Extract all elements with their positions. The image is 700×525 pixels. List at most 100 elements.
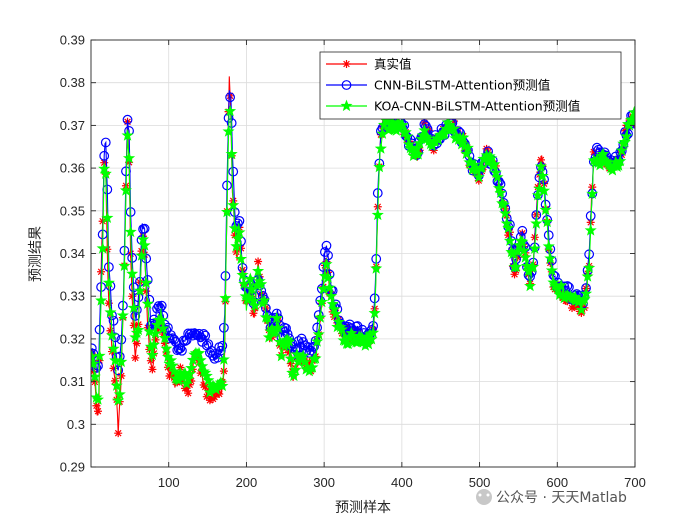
y-tick-label: 0.29 [60,460,85,475]
data-point [204,386,213,395]
data-point [158,331,171,344]
data-point [151,335,160,344]
data-point [118,259,131,272]
data-point [367,326,380,338]
data-point [537,184,551,196]
data-point [346,329,359,342]
data-point [107,342,120,354]
data-point [517,225,528,236]
data-point [544,252,557,264]
data-point [539,203,552,216]
data-point [117,371,126,380]
data-point [91,393,105,405]
data-point [91,357,100,370]
data-point [530,217,543,229]
data-point [217,353,230,365]
data-point [127,301,140,314]
legend-marker [340,99,353,112]
plot-area [91,76,635,438]
data-point [577,308,586,317]
legend-marker [342,60,351,68]
data-point [98,162,111,175]
x-tick-label: 200 [236,475,258,490]
data-point [234,252,248,265]
data-point [99,150,110,161]
data-point [224,104,237,117]
y-tick-label: 0.32 [60,331,85,346]
data-point [135,249,148,261]
data-point [447,122,461,135]
data-point [200,330,211,341]
data-point [374,142,387,154]
data-point [157,322,170,334]
data-point [534,160,548,172]
x-tick-label: 500 [469,475,491,490]
data-point [275,349,288,362]
data-point [104,299,113,308]
data-point [305,358,314,367]
data-point [126,267,139,279]
data-point [185,380,194,389]
data-point [628,106,635,118]
watermark: 公众号 · 天天Matlab [476,489,627,506]
data-point [326,297,339,310]
data-point [502,221,515,234]
data-point [169,334,180,345]
y-tick-label: 0.39 [60,33,85,48]
series-markers [91,104,635,406]
data-point [579,287,593,299]
data-point [306,361,319,373]
data-point [500,217,513,229]
data-point [133,284,147,296]
data-point [196,369,205,378]
data-point [92,401,101,410]
data-point [109,354,122,366]
data-point [368,306,381,319]
data-point [143,325,156,337]
data-point [373,160,386,173]
data-point [114,429,123,438]
x-tick-label: 600 [546,475,568,490]
data-point [183,328,194,339]
data-point [217,340,228,351]
data-point [485,152,498,164]
data-point [110,379,123,391]
data-point [248,299,262,311]
data-point [418,124,431,136]
legend-marker [341,80,352,90]
data-point [472,170,485,183]
data-point [545,264,558,276]
data-point [215,345,226,356]
data-point [286,359,295,368]
data-point [103,245,112,254]
data-point [219,291,232,304]
data-point [315,295,328,308]
axis-ticks [91,39,636,468]
data-point [109,364,118,373]
data-point [225,147,238,160]
data-point [195,332,206,343]
data-point [489,166,502,178]
y-tick-label: 0.36 [60,161,85,176]
data-point [504,231,513,240]
data-point [626,113,635,125]
data-point [132,339,141,348]
legend-entry: CNN-BiLSTM-Attention预测值 [326,78,550,93]
data-point [527,260,540,273]
y-tick-label: 0.35 [60,203,85,218]
data-point [255,277,268,290]
legend: 真实值 CNN-BiLSTM-Attention预测值 KOA-CNN-BiLSTM… [319,51,622,120]
data-point [99,167,112,179]
data-point [130,311,141,321]
data-point [227,198,240,211]
data-point [614,154,627,167]
data-point [112,394,125,406]
data-point [321,271,335,284]
data-point [309,341,319,352]
data-point [528,242,541,254]
data-point [153,301,164,311]
legend-label: CNN-BiLSTM-Attention预测值 [374,78,550,93]
data-point [93,407,102,416]
data-point [185,361,198,374]
